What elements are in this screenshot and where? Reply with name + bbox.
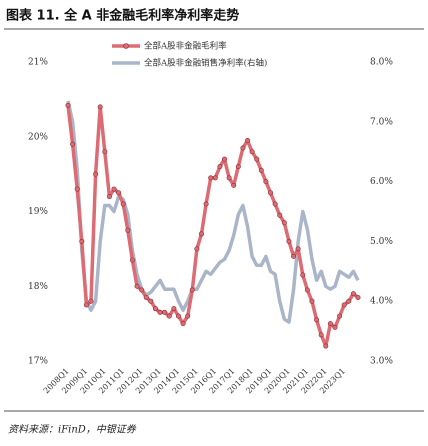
point [355, 294, 361, 300]
point [281, 220, 287, 226]
y-tick-label: 18% [28, 282, 48, 292]
point [300, 272, 306, 278]
point [272, 201, 278, 207]
point [166, 313, 172, 319]
source: 资料来源：iFinD，中银证券 [8, 424, 137, 436]
point [102, 149, 108, 155]
legend-marker [123, 43, 129, 49]
point [304, 287, 310, 293]
y-tick-label: 20% [28, 132, 48, 142]
chart-title: 图表 11. 全 A 非金融毛利率净利率走势 [6, 8, 239, 24]
point [254, 156, 260, 162]
point [314, 317, 320, 323]
point [245, 137, 251, 143]
point [263, 179, 269, 185]
point [327, 321, 333, 327]
point [74, 186, 80, 192]
point [341, 302, 347, 308]
point [194, 246, 200, 252]
point [217, 164, 223, 170]
point [258, 167, 264, 173]
point [189, 287, 195, 293]
point [226, 175, 232, 181]
y2-tick-label: 4.0% [370, 297, 393, 307]
point [198, 231, 204, 237]
y2-tick-label: 6.0% [370, 177, 393, 187]
series-line [66, 105, 360, 348]
point [152, 306, 158, 312]
point [309, 298, 315, 304]
point [116, 190, 122, 196]
point [286, 238, 292, 244]
y2-tick-label: 7.0% [370, 117, 393, 127]
point [70, 141, 76, 147]
point [97, 104, 103, 110]
point [148, 298, 154, 304]
point [240, 145, 246, 151]
series-line [66, 100, 360, 324]
point [346, 298, 352, 304]
y-tick-label: 21% [28, 58, 48, 68]
y2-tick-label: 8.0% [370, 58, 393, 68]
y2-tick-label: 5.0% [370, 237, 393, 247]
point [295, 246, 301, 252]
point [175, 313, 181, 319]
point [208, 175, 214, 181]
point [139, 287, 145, 293]
point [125, 227, 131, 233]
legend-label: 全部A股非金融销售净利率(右轴) [144, 58, 267, 69]
point [203, 201, 209, 207]
point [79, 238, 85, 244]
point [212, 175, 218, 181]
point [88, 298, 94, 304]
point [268, 190, 274, 196]
y-tick-label: 17% [28, 357, 48, 367]
point [106, 194, 112, 200]
point [318, 332, 324, 338]
point [111, 186, 117, 192]
point [120, 201, 126, 207]
y2-tick-label: 3.0% [370, 357, 393, 367]
point [157, 309, 163, 315]
point [235, 164, 241, 170]
point [277, 212, 283, 218]
point [143, 294, 149, 300]
point [93, 171, 99, 177]
point [231, 182, 237, 188]
point [337, 313, 343, 319]
point [180, 321, 186, 327]
point [65, 102, 71, 108]
point [185, 313, 191, 319]
y-tick-label: 19% [28, 207, 48, 217]
point [291, 253, 297, 259]
point [134, 283, 140, 289]
point [249, 149, 255, 155]
point [222, 156, 228, 162]
point [83, 302, 89, 308]
point [171, 306, 177, 312]
point [332, 324, 338, 330]
point [323, 343, 329, 349]
point [162, 309, 168, 315]
point [350, 291, 356, 297]
point [129, 257, 135, 263]
legend-label: 全部A股非金融毛利率 [144, 41, 227, 52]
